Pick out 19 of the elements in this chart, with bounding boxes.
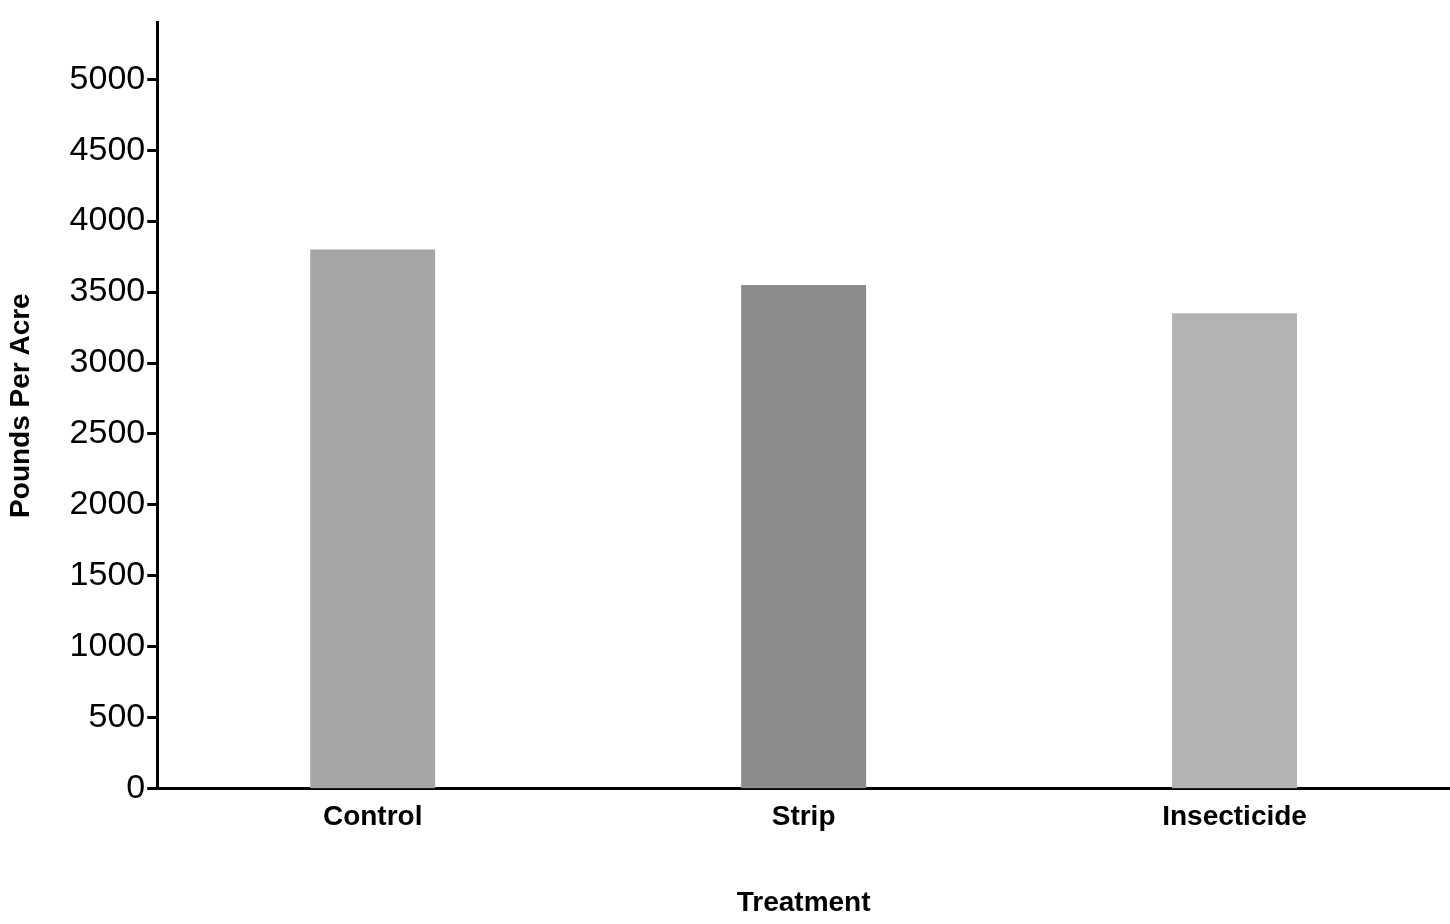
x-axis-title: Treatment [736, 885, 871, 917]
y-tick-label: 500 [88, 696, 146, 735]
x-tick-label: Strip [771, 800, 836, 832]
bar [741, 284, 867, 789]
y-tick-label: 5000 [69, 57, 146, 96]
y-tick-label: 1500 [69, 554, 146, 593]
x-tick-label: Insecticide [1162, 800, 1307, 832]
y-tick-label: 2500 [69, 412, 146, 451]
bar [1172, 313, 1298, 789]
y-axis-title: Pounds Per Acre [3, 293, 35, 518]
bar [310, 249, 436, 789]
y-tick-label: 4000 [69, 199, 146, 238]
y-tick-label: 0 [126, 767, 146, 806]
x-tick-label: Control [322, 800, 423, 832]
y-tick-label: 4500 [69, 128, 146, 167]
y-tick-label: 2000 [69, 483, 146, 522]
y-tick-label: 3500 [69, 270, 146, 309]
y-tick-label: 3000 [69, 341, 146, 380]
y-tick-label: 1000 [69, 625, 146, 664]
